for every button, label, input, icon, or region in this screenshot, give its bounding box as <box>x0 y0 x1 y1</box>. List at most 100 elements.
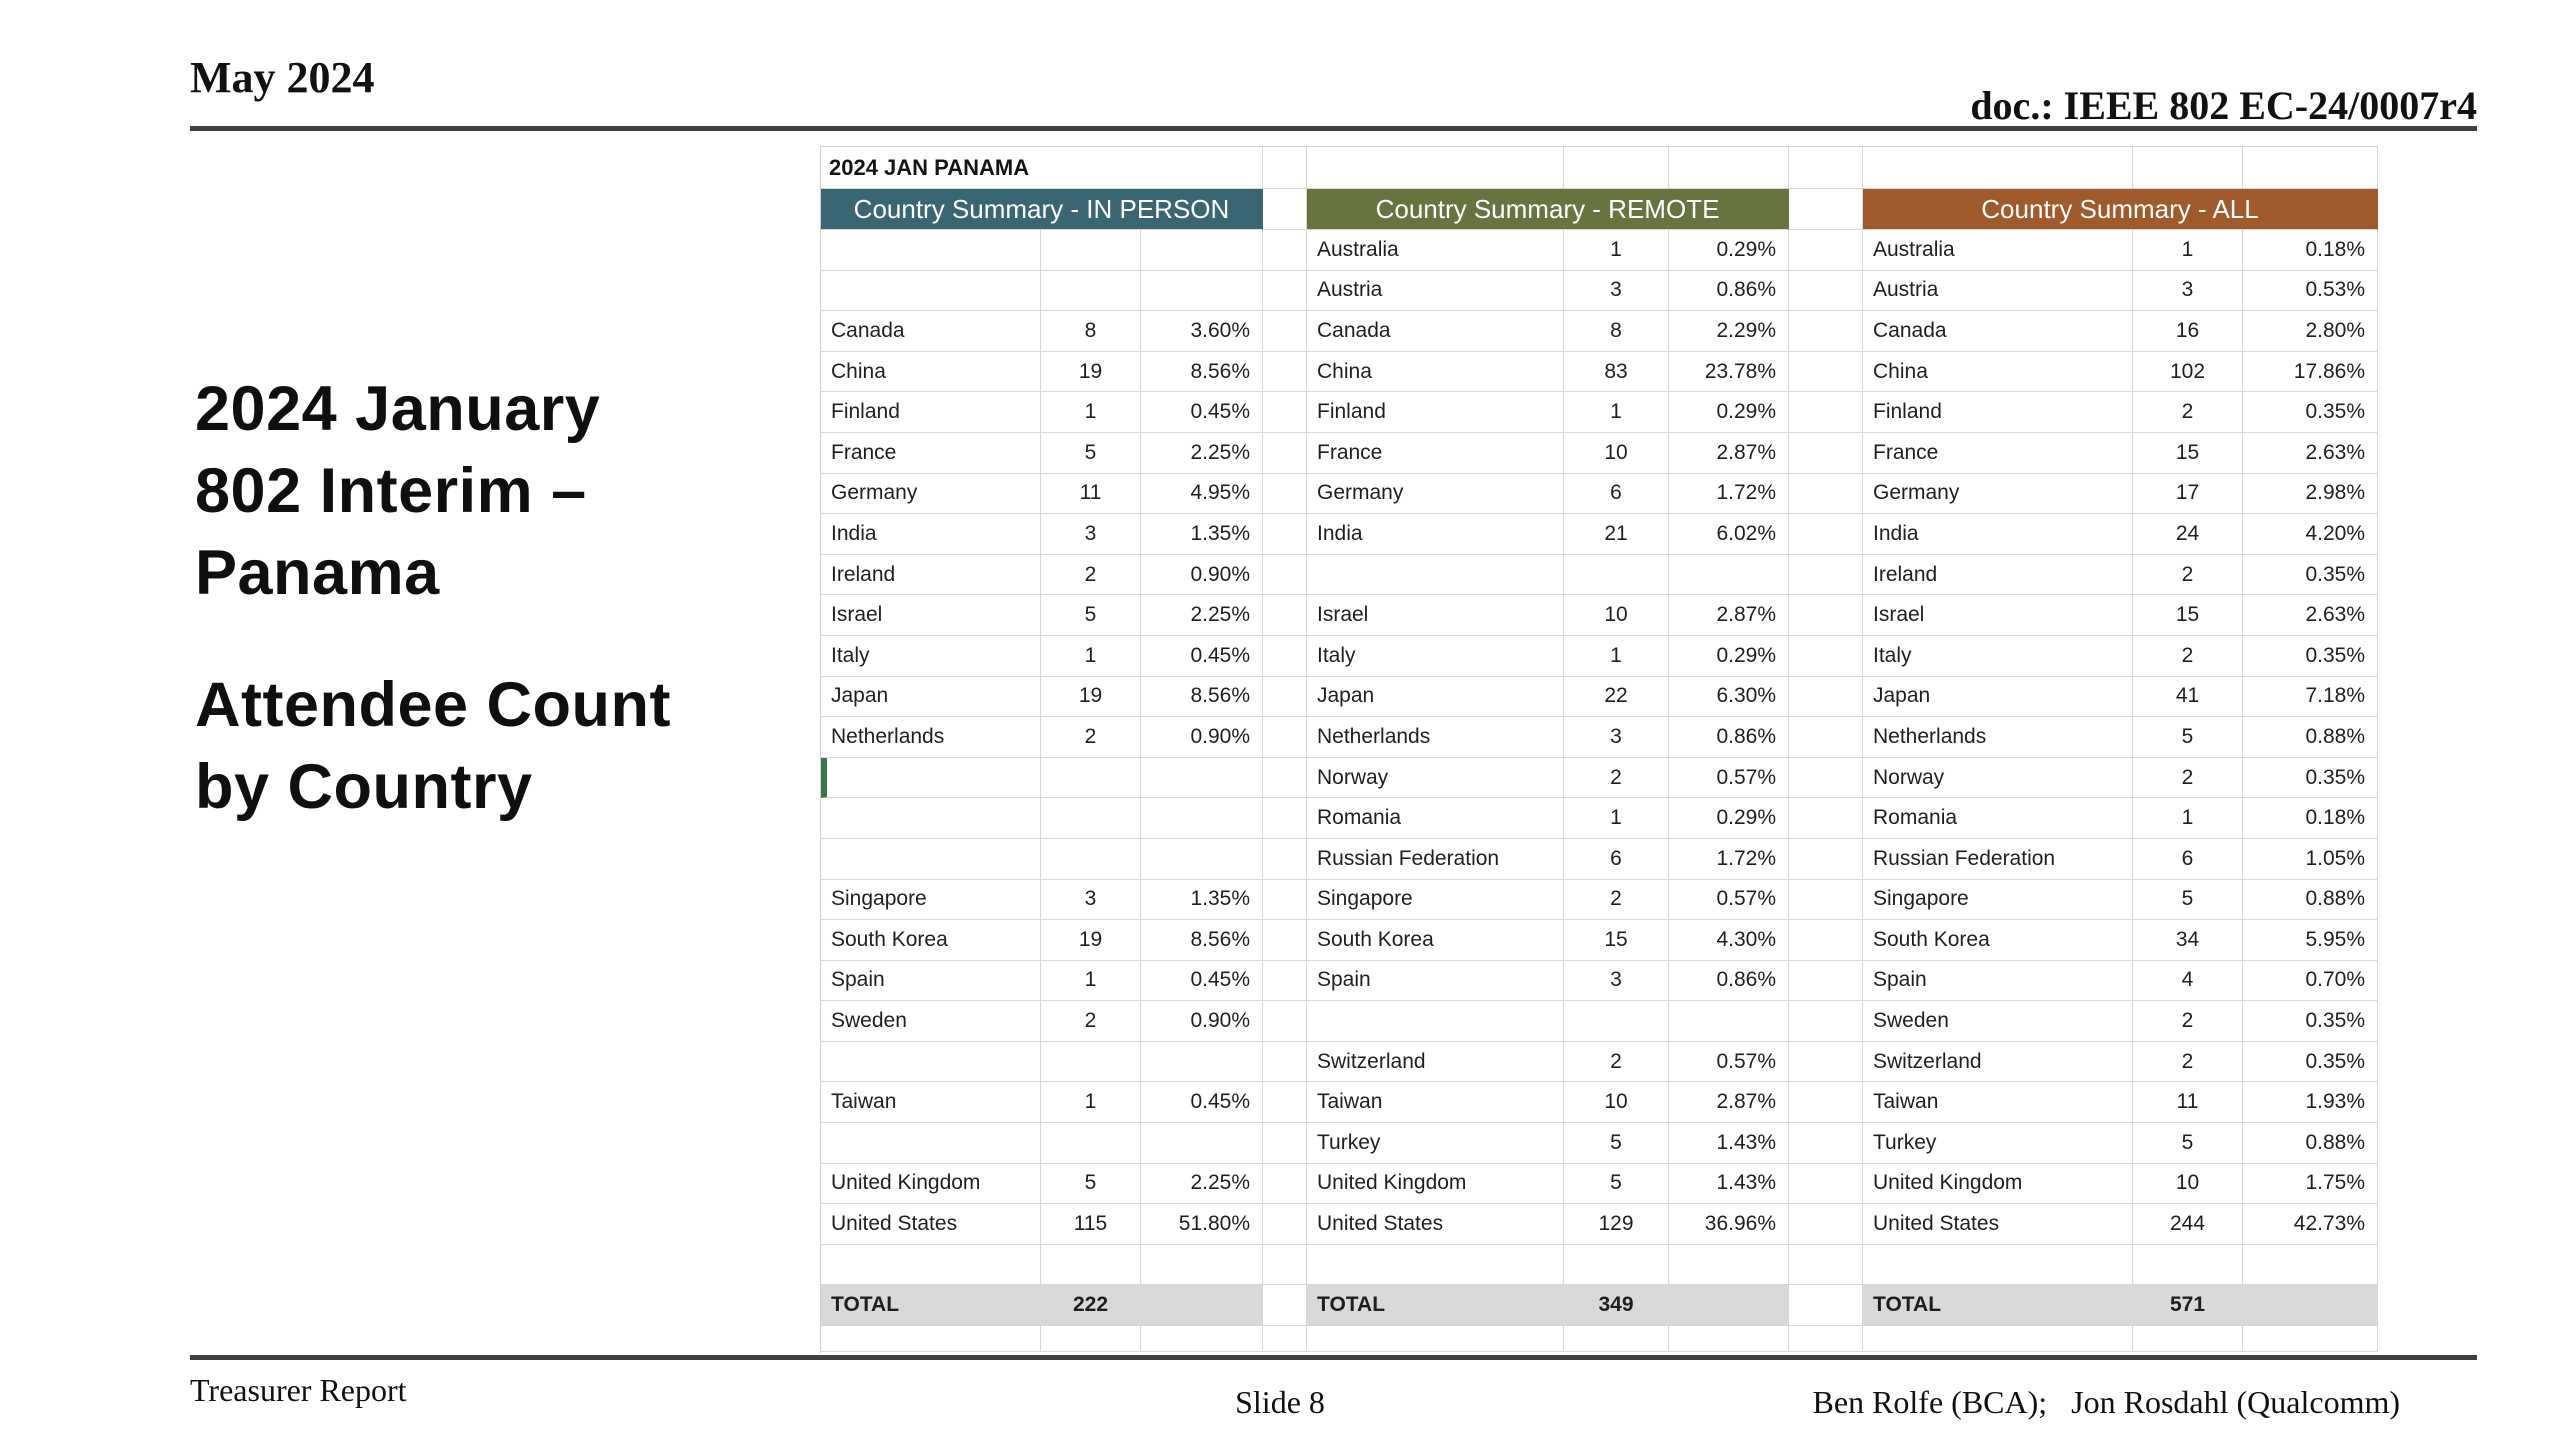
country-cell: Spain <box>1863 960 2133 1002</box>
country-cell: Finland <box>1863 392 2133 433</box>
percent-cell: 0.29% <box>1669 392 1789 433</box>
percent-cell: 7.18% <box>2243 676 2378 718</box>
gap-cell <box>1789 189 1863 230</box>
country-cell: South Korea <box>821 920 1041 961</box>
country-cell: United States <box>1863 1204 2133 1245</box>
count-cell: 19 <box>1041 676 1141 718</box>
percent-cell: 1.72% <box>1669 838 1789 880</box>
count-cell: 2 <box>2133 1041 2243 1083</box>
country-cell: Netherlands <box>1307 717 1564 758</box>
count-cell: 2 <box>1564 879 1669 921</box>
gap-cell <box>1263 1041 1307 1083</box>
country-cell: Canada <box>821 311 1041 352</box>
gap-cell <box>1263 230 1307 271</box>
gap-cell <box>1263 514 1307 555</box>
percent-cell <box>1669 1001 1789 1042</box>
country-cell: United Kingdom <box>1863 1163 2133 1205</box>
count-cell: 129 <box>1564 1204 1669 1245</box>
count-cell: 2 <box>1564 757 1669 799</box>
count-cell: 102 <box>2133 351 2243 393</box>
country-cell: India <box>1307 514 1564 555</box>
empty-cell <box>1863 1326 2133 1353</box>
country-cell <box>821 757 1041 799</box>
country-cell: Japan <box>821 676 1041 718</box>
count-cell: 2 <box>1041 717 1141 758</box>
count-cell <box>1564 554 1669 596</box>
count-cell: 2 <box>1041 1001 1141 1042</box>
country-cell: Japan <box>1307 676 1564 718</box>
empty-cell <box>1669 147 1789 189</box>
gap-cell <box>1263 311 1307 352</box>
gap-cell <box>1263 838 1307 880</box>
country-cell: Canada <box>1307 311 1564 352</box>
percent-cell <box>1141 798 1263 839</box>
count-cell: 1 <box>1564 392 1669 433</box>
count-cell <box>1564 1244 1669 1286</box>
country-cell: Switzerland <box>1307 1041 1564 1083</box>
country-cell: Australia <box>1307 230 1564 271</box>
country-cell: United Kingdom <box>821 1163 1041 1205</box>
count-cell: 2 <box>2133 757 2243 799</box>
percent-cell: 8.56% <box>1141 351 1263 393</box>
percent-cell: 0.45% <box>1141 1082 1263 1124</box>
empty-cell <box>1307 1326 1564 1353</box>
gap-cell <box>1263 1244 1307 1286</box>
gap-cell <box>1789 1244 1863 1286</box>
gap-cell <box>1263 1123 1307 1164</box>
count-cell: 3 <box>1041 514 1141 555</box>
count-cell: 17 <box>2133 473 2243 515</box>
country-cell: United States <box>1307 1204 1564 1245</box>
gap-cell <box>1263 717 1307 758</box>
country-cell: Australia <box>1863 230 2133 271</box>
percent-cell: 0.70% <box>2243 960 2378 1002</box>
count-cell: 5 <box>1564 1123 1669 1164</box>
empty-cell <box>1789 1326 1863 1353</box>
count-cell: 19 <box>1041 920 1141 961</box>
table-header-in-person: Country Summary - IN PERSON <box>821 189 1263 230</box>
count-cell <box>2133 1244 2243 1286</box>
count-cell: 1 <box>1041 635 1141 677</box>
gap-cell <box>1789 920 1863 961</box>
count-cell: 5 <box>2133 879 2243 921</box>
count-cell: 16 <box>2133 311 2243 352</box>
total-percent-cell <box>1141 1285 1263 1327</box>
percent-cell: 2.80% <box>2243 311 2378 352</box>
count-cell: 1 <box>1564 798 1669 839</box>
percent-cell: 2.25% <box>1141 595 1263 636</box>
percent-cell: 1.05% <box>2243 838 2378 880</box>
count-cell: 5 <box>1041 1163 1141 1205</box>
gap-cell <box>1263 1204 1307 1245</box>
country-cell: Austria <box>1307 270 1564 312</box>
percent-cell <box>1141 1244 1263 1286</box>
count-cell: 115 <box>1041 1204 1141 1245</box>
count-cell: 2 <box>1041 554 1141 596</box>
gap-cell <box>1789 270 1863 312</box>
country-cell: Taiwan <box>1307 1082 1564 1124</box>
country-cell: Germany <box>1307 473 1564 515</box>
percent-cell: 0.57% <box>1669 757 1789 799</box>
gap-cell <box>1789 514 1863 555</box>
percent-cell: 2.87% <box>1669 595 1789 636</box>
percent-cell: 3.60% <box>1141 311 1263 352</box>
slide-number: Slide 8 <box>1235 1384 1325 1420</box>
count-cell: 3 <box>2133 270 2243 312</box>
percent-cell: 8.56% <box>1141 676 1263 718</box>
count-cell: 2 <box>2133 554 2243 596</box>
country-cell <box>821 1041 1041 1083</box>
total-percent-cell <box>2243 1285 2378 1327</box>
percent-cell: 23.78% <box>1669 351 1789 393</box>
gap-cell <box>1263 595 1307 636</box>
count-cell <box>1041 757 1141 799</box>
count-cell <box>1041 1123 1141 1164</box>
count-cell: 10 <box>1564 432 1669 474</box>
percent-cell: 1.35% <box>1141 514 1263 555</box>
count-cell: 11 <box>2133 1082 2243 1124</box>
country-cell: India <box>821 514 1041 555</box>
country-cell: Israel <box>1307 595 1564 636</box>
count-cell: 1 <box>1041 1082 1141 1124</box>
country-cell: United States <box>821 1204 1041 1245</box>
count-cell: 1 <box>1564 635 1669 677</box>
gap-cell <box>1789 1285 1863 1327</box>
country-cell: Finland <box>821 392 1041 433</box>
percent-cell: 4.95% <box>1141 473 1263 515</box>
